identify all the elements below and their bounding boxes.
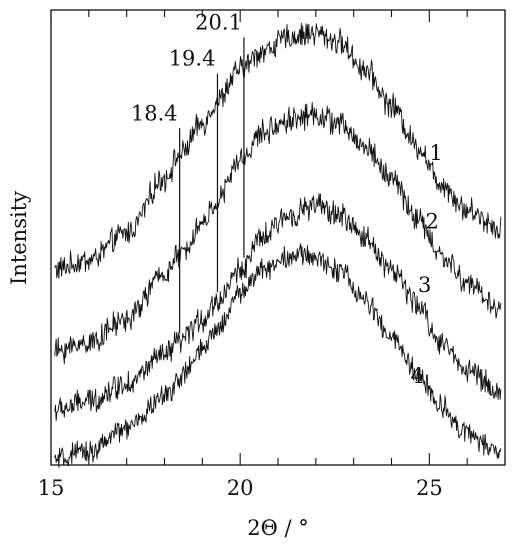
x-axis-ticks: 15 20 25 [38,10,506,500]
curve-label-1: 1 [429,141,442,165]
curve-label-2: 2 [426,209,439,233]
curve-label-3: 3 [418,273,431,297]
plot-area: 18.4 19.4 20.1 1 2 3 4 15 20 25 [38,9,506,500]
peak-label-3: 20.1 [195,10,242,34]
x-axis-label: 2Θ / ° [247,516,309,540]
x-tick-label-15: 15 [38,476,65,500]
series-line-2 [54,102,502,365]
plot-frame [50,9,506,466]
series-layer [54,22,502,468]
peak-marker-layer: 18.4 19.4 20.1 1 2 3 4 [131,10,443,388]
x-tick-label-20: 20 [227,476,254,500]
series-line-4 [54,243,502,468]
peak-label-2: 19.4 [169,47,216,71]
curve-label-4: 4 [410,364,423,388]
series-line-1 [54,22,502,279]
y-axis-label: Intensity [7,191,31,285]
peak-label-1: 18.4 [131,101,178,125]
x-tick-label-25: 25 [416,476,443,500]
series-line-3 [54,193,502,422]
